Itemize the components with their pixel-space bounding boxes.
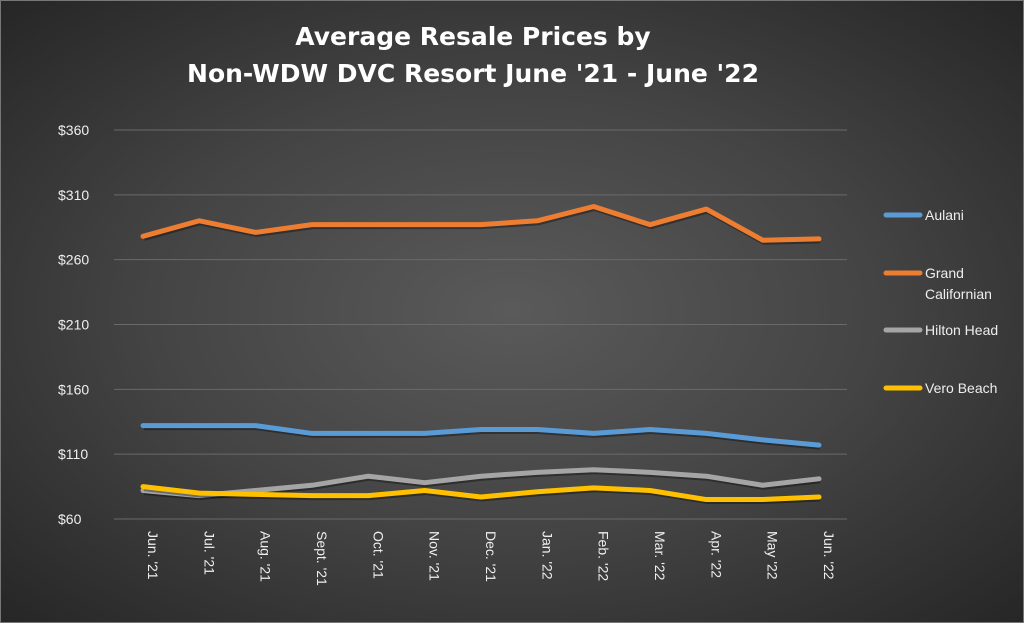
x-tick-label: Jun. '21 (145, 531, 161, 580)
legend-label: Vero Beach (925, 380, 997, 396)
y-tick-label: $260 (58, 252, 89, 268)
legend-label: Hilton Head (925, 322, 998, 338)
x-tick-label: Aug. '21 (258, 531, 274, 582)
x-tick-label: Apr. '22 (708, 531, 724, 578)
y-tick-label: $310 (58, 187, 89, 203)
x-tick-label: Nov. '21 (427, 531, 443, 581)
series-line-grand-californian (140, 204, 822, 243)
y-tick-label: $360 (58, 122, 89, 138)
legend-label: Aulani (925, 207, 964, 223)
x-tick-label: May '22 (765, 531, 781, 580)
x-tick-label: Oct. '21 (370, 531, 386, 579)
x-tick-label: Mar. '22 (652, 531, 668, 581)
y-tick-label: $160 (58, 381, 89, 397)
chart-title-line-1: Average Resale Prices by (295, 22, 650, 51)
x-tick-label: Jul. '21 (201, 531, 217, 575)
y-tick-label: $110 (58, 446, 88, 462)
x-tick-label: Jan. '22 (539, 531, 555, 580)
chart-title-line-2: Non-WDW DVC Resort June '21 - June '22 (187, 59, 759, 88)
x-tick-label: Sept. '21 (314, 531, 330, 586)
x-tick-label: Feb. '22 (596, 531, 612, 581)
x-tick-label: Jun. '22 (821, 531, 837, 580)
legend-label: Grand Californian (925, 265, 992, 302)
x-tick-label: Dec. '21 (483, 531, 499, 582)
y-tick-label: $60 (58, 511, 82, 527)
y-tick-label: $210 (58, 317, 89, 333)
